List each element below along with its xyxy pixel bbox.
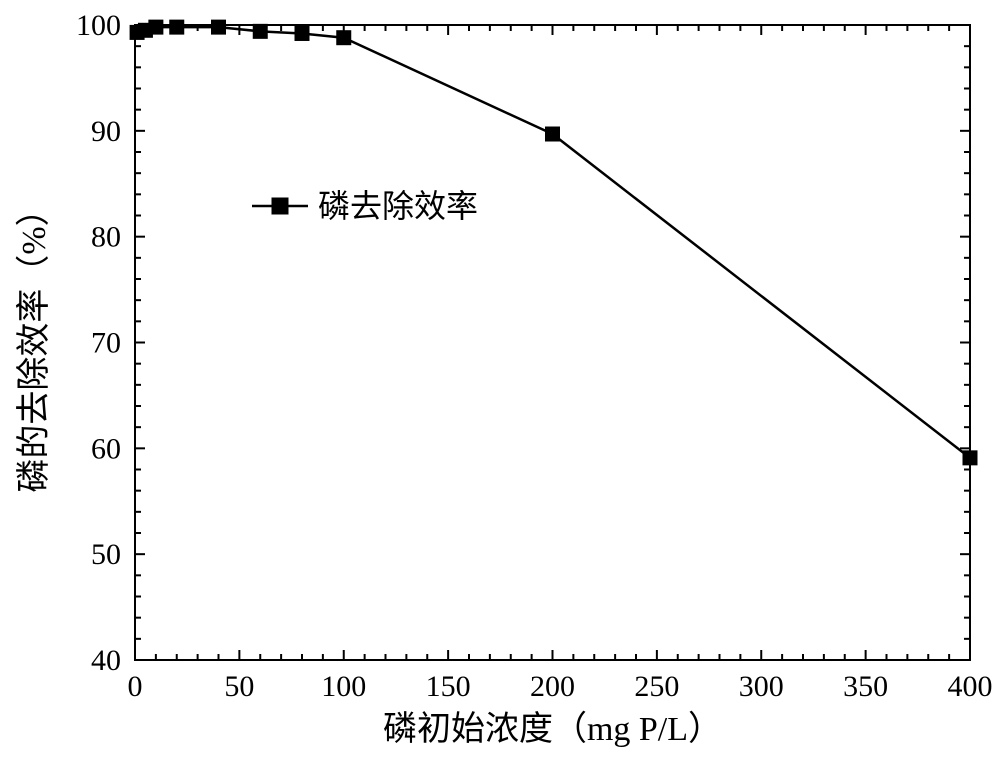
y-tick-label: 70 (91, 327, 121, 360)
plot-border (135, 25, 970, 660)
x-tick-label: 350 (843, 670, 888, 703)
line-chart: 0 50 100 150 200 250 300 350 400 磷初始浓度（mg P/L） 40 5… (0, 0, 1000, 761)
x-tick-label: 250 (634, 670, 679, 703)
y-tick-label: 40 (91, 644, 121, 677)
series-marker (170, 20, 184, 34)
series-marker (546, 127, 560, 141)
series-marker (337, 31, 351, 45)
series-marker (253, 24, 267, 38)
series-marker (963, 451, 977, 465)
y-tick-label: 50 (91, 538, 121, 571)
series-line (137, 27, 970, 458)
y-tick-label: 90 (91, 115, 121, 148)
y-tick-label: 80 (91, 221, 121, 254)
x-tick-label: 150 (426, 670, 471, 703)
x-tick-label: 300 (739, 670, 784, 703)
series-marker (295, 26, 309, 40)
y-axis-label: 磷的去除效率（%） (15, 192, 53, 492)
legend-marker (272, 198, 288, 214)
series-marker (212, 20, 226, 34)
chart-container: 0 50 100 150 200 250 300 350 400 磷初始浓度（mg P/L） 40 5… (0, 0, 1000, 761)
y-tick-label: 100 (76, 9, 121, 42)
x-axis-label: 磷初始浓度（mg P/L） (383, 710, 722, 748)
y-tick-label: 60 (91, 432, 121, 465)
legend-label: 磷去除效率 (318, 188, 478, 224)
x-tick-label: 200 (530, 670, 575, 703)
x-tick-label: 100 (321, 670, 366, 703)
x-tick-label: 0 (128, 670, 143, 703)
x-tick-label: 400 (948, 670, 993, 703)
x-tick-label: 50 (224, 670, 254, 703)
series-marker (149, 20, 163, 34)
